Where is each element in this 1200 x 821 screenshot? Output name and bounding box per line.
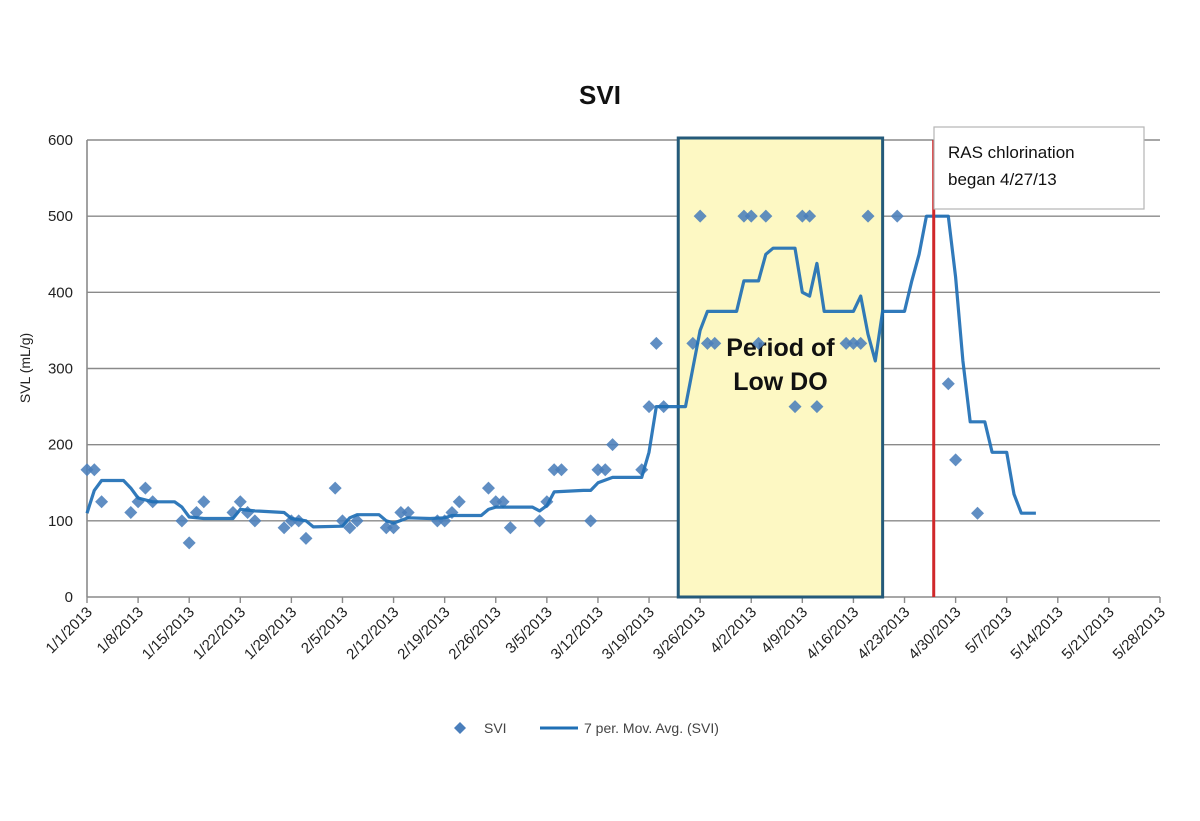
svi-data-point	[299, 531, 313, 545]
low-do-region-label: Period of Low DO	[726, 334, 835, 396]
svi-data-point	[175, 514, 189, 528]
annotation-text: RAS chlorination began 4/27/13	[948, 143, 1075, 189]
svi-data-point	[700, 336, 714, 350]
svi-data-point	[241, 505, 255, 519]
svi-data-point	[379, 521, 393, 535]
svi-data-point	[810, 400, 824, 414]
svi-data-point	[941, 377, 955, 391]
svi-data-point	[343, 521, 357, 535]
svi-data-point	[87, 463, 101, 477]
y-tick-label: 100	[48, 513, 73, 530]
y-tick-label: 600	[48, 132, 73, 149]
y-axis-label: SVL (mL/g)	[17, 333, 33, 403]
low-do-region-box	[676, 136, 885, 599]
svi-data-point	[752, 336, 766, 350]
moving-average-line	[85, 214, 1036, 529]
svi-data-point	[554, 463, 568, 477]
svi-data-point	[949, 453, 963, 467]
svi-data-point	[642, 400, 656, 414]
annotation-box	[933, 126, 1145, 210]
y-tick-labels: 0 100 200 300 400 500 600	[48, 132, 73, 606]
svi-data-point	[795, 209, 809, 223]
low-do-period-region: Period of Low DO	[676, 136, 885, 599]
svi-data-point	[788, 400, 802, 414]
svi-data-point	[401, 505, 415, 519]
svi-data-point	[890, 209, 904, 223]
legend-svi-marker	[454, 722, 466, 734]
svi-data-point	[803, 209, 817, 223]
svi-data-point	[759, 209, 773, 223]
svi-data-point	[854, 336, 868, 350]
svi-data-point	[598, 463, 612, 477]
svi-data-point	[861, 209, 875, 223]
svi-data-point	[95, 495, 109, 509]
svi-data-point	[744, 209, 758, 223]
svi-data-point	[452, 495, 466, 509]
legend: SVI 7 per. Mov. Avg. (SVI)	[454, 720, 719, 736]
svi-data-point	[503, 521, 517, 535]
legend-svi-label: SVI	[484, 720, 507, 736]
chlorination-annotation: RAS chlorination began 4/27/13	[933, 126, 1145, 210]
svi-data-point	[839, 336, 853, 350]
svi-data-point	[197, 495, 211, 509]
y-tick-label: 0	[65, 589, 73, 606]
svi-data-point	[547, 463, 561, 477]
chart-title: SVI	[579, 80, 621, 110]
svi-data-point	[277, 521, 291, 535]
svi-data-point	[394, 505, 408, 519]
svi-data-point	[533, 514, 547, 528]
y-tick-label: 300	[48, 361, 73, 378]
svi-data-point	[649, 336, 663, 350]
svi-data-point	[80, 463, 94, 477]
svi-data-point	[328, 481, 342, 495]
svi-data-point	[591, 463, 605, 477]
svi-data-point	[708, 336, 722, 350]
grid-lines	[86, 139, 1161, 603]
svi-data-point	[606, 438, 620, 452]
svi-data-point	[971, 506, 985, 520]
svi-data-point	[584, 514, 598, 528]
svi-data-point	[124, 505, 138, 519]
y-tick-label: 200	[48, 437, 73, 454]
svi-data-point	[481, 481, 495, 495]
svi-data-point	[489, 495, 503, 509]
svi-data-point	[846, 336, 860, 350]
svi-data-point	[248, 514, 262, 528]
svi-data-point	[693, 209, 707, 223]
svi-data-point	[233, 495, 247, 509]
svi-data-point	[182, 536, 196, 550]
svi-data-point	[496, 495, 510, 509]
moving-average-series	[85, 214, 1036, 529]
y-tick-label: 500	[48, 208, 73, 225]
svi-data-point	[737, 209, 751, 223]
svi-data-point	[189, 505, 203, 519]
legend-avg-label: 7 per. Mov. Avg. (SVI)	[584, 720, 719, 736]
y-tick-label: 400	[48, 284, 73, 301]
svi-data-point	[387, 521, 401, 535]
svi-data-point	[138, 481, 152, 495]
